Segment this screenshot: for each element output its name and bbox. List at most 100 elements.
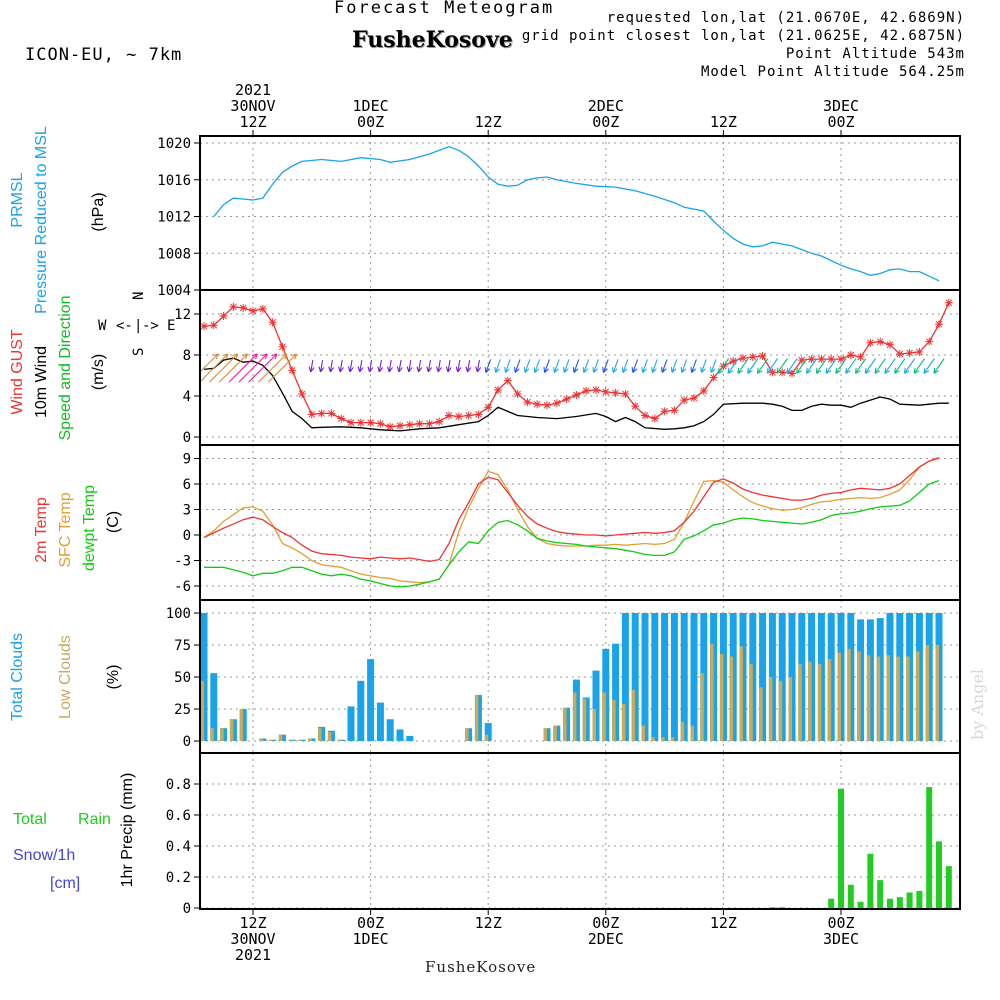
compass-west: W: [98, 318, 107, 334]
y-tick-label: -6: [174, 579, 191, 595]
total-cloud-bar: [367, 659, 375, 741]
total-cloud-bar: [778, 613, 786, 741]
gust-point: [552, 399, 561, 408]
y-tick-label: 9: [183, 452, 191, 468]
forecast-title: Forecast Meteogram: [334, 0, 555, 18]
y-tick-label: 0: [183, 430, 191, 446]
y-tick-label: 8: [183, 348, 191, 364]
wind-arrow: [347, 359, 354, 373]
wind-unit: (m/s): [90, 354, 107, 390]
gust-point: [592, 385, 600, 394]
gust-point: [797, 356, 806, 365]
total-cloud-bar: [612, 643, 620, 741]
precip-bar: [828, 898, 835, 908]
low-cloud-bar: [768, 677, 773, 741]
model-point-altitude: Model Point Altitude 564.25m: [700, 64, 965, 80]
sfc-temp-label: SFC Temp: [57, 492, 74, 567]
low-cloud-bar: [866, 655, 871, 741]
gust-point: [856, 353, 865, 362]
low-cloud-bar: [210, 728, 214, 741]
wind-arrow: [592, 359, 599, 373]
gust-point: [474, 410, 483, 419]
gust-point: [494, 385, 502, 394]
gust-point: [905, 348, 914, 357]
gust-point: [376, 419, 385, 428]
wind-arrow: [308, 359, 315, 373]
gust-point: [739, 354, 747, 363]
wind-arrow: [582, 359, 590, 373]
wind-arrow: [894, 358, 906, 374]
precip-bar: [779, 907, 786, 908]
wind-arrow: [641, 359, 648, 373]
low-cloud-bar: [710, 643, 714, 741]
point-altitude: Point Altitude 543m: [785, 46, 965, 62]
wind-arrow: [796, 358, 808, 374]
precip-bar: [887, 898, 893, 908]
y-tick-label: 50: [174, 670, 191, 686]
total-cloud-bar: [670, 613, 678, 741]
y-tick-label: 1012: [157, 210, 191, 226]
total-cloud-bar: [680, 613, 688, 741]
time-label-top: 00Z: [827, 113, 854, 131]
precip-bar: [916, 890, 923, 908]
gust-point: [484, 403, 493, 412]
y-tick-label: 0.4: [166, 839, 191, 855]
time-label-bottom: 12Z: [239, 914, 266, 932]
gust-point: [337, 414, 346, 423]
total-cloud-bar: [631, 613, 639, 741]
wind-arrow: [484, 359, 492, 373]
wind-arrow: [786, 358, 798, 374]
low-clouds-label: Low Clouds: [57, 635, 74, 719]
wind-arrow: [825, 358, 837, 374]
gust-point: [935, 320, 943, 329]
wind-arrow: [923, 358, 935, 374]
gust-point: [837, 355, 845, 364]
gust-point: [915, 347, 924, 356]
gust-point: [445, 411, 453, 420]
low-cloud-bar: [582, 698, 587, 741]
total-cloud-bar: [396, 729, 404, 741]
dewpt-label: dewpt Temp: [81, 485, 98, 571]
wind-arrow: [209, 353, 239, 383]
gust-point: [641, 411, 649, 420]
low-cloud-bar: [484, 734, 489, 741]
gust-point: [729, 357, 738, 366]
wind-arrow: [756, 358, 769, 374]
low-cloud-bar: [857, 651, 861, 741]
compass-east: E: [167, 318, 175, 334]
wind-arrow: [651, 359, 658, 373]
y-tick-label: 0.2: [166, 870, 191, 886]
gust-point: [317, 409, 326, 418]
gust-point: [347, 418, 355, 427]
dewpt-line: [204, 479, 940, 588]
time-label-bottom: 12Z: [710, 914, 737, 932]
wind-arrow: [680, 359, 688, 373]
gust-point: [288, 366, 297, 375]
low-cloud-bar: [200, 680, 204, 741]
wind-arrow: [396, 359, 403, 373]
y-tick-label: 3: [183, 503, 191, 519]
wind-arrow: [328, 359, 335, 373]
gust-point: [768, 368, 777, 377]
low-cloud-bar: [915, 651, 920, 741]
snow-unit: [cm]: [50, 875, 80, 892]
wind-arrow: [445, 359, 452, 373]
low-cloud-bar: [543, 728, 547, 741]
low-cloud-bar: [739, 646, 743, 741]
gust-point: [690, 394, 698, 403]
precip-bar: [857, 901, 864, 908]
pressure-line: [213, 146, 940, 282]
total-cloud-bar: [592, 670, 600, 741]
wind-arrow: [465, 359, 472, 373]
wind-arrow: [864, 358, 877, 374]
y-tick-label: 0.8: [166, 777, 191, 793]
y-tick-label: 0: [183, 528, 191, 544]
gust-point: [307, 410, 316, 419]
low-cloud-bar: [641, 725, 645, 741]
gust-point: [778, 368, 787, 377]
time-label-top: 12Z: [710, 113, 737, 131]
time-label-top: 00Z: [357, 113, 384, 131]
wind-arrow: [710, 359, 717, 373]
temp-unit: (C): [105, 511, 122, 533]
time-label-bottom: 2DEC: [588, 930, 624, 948]
